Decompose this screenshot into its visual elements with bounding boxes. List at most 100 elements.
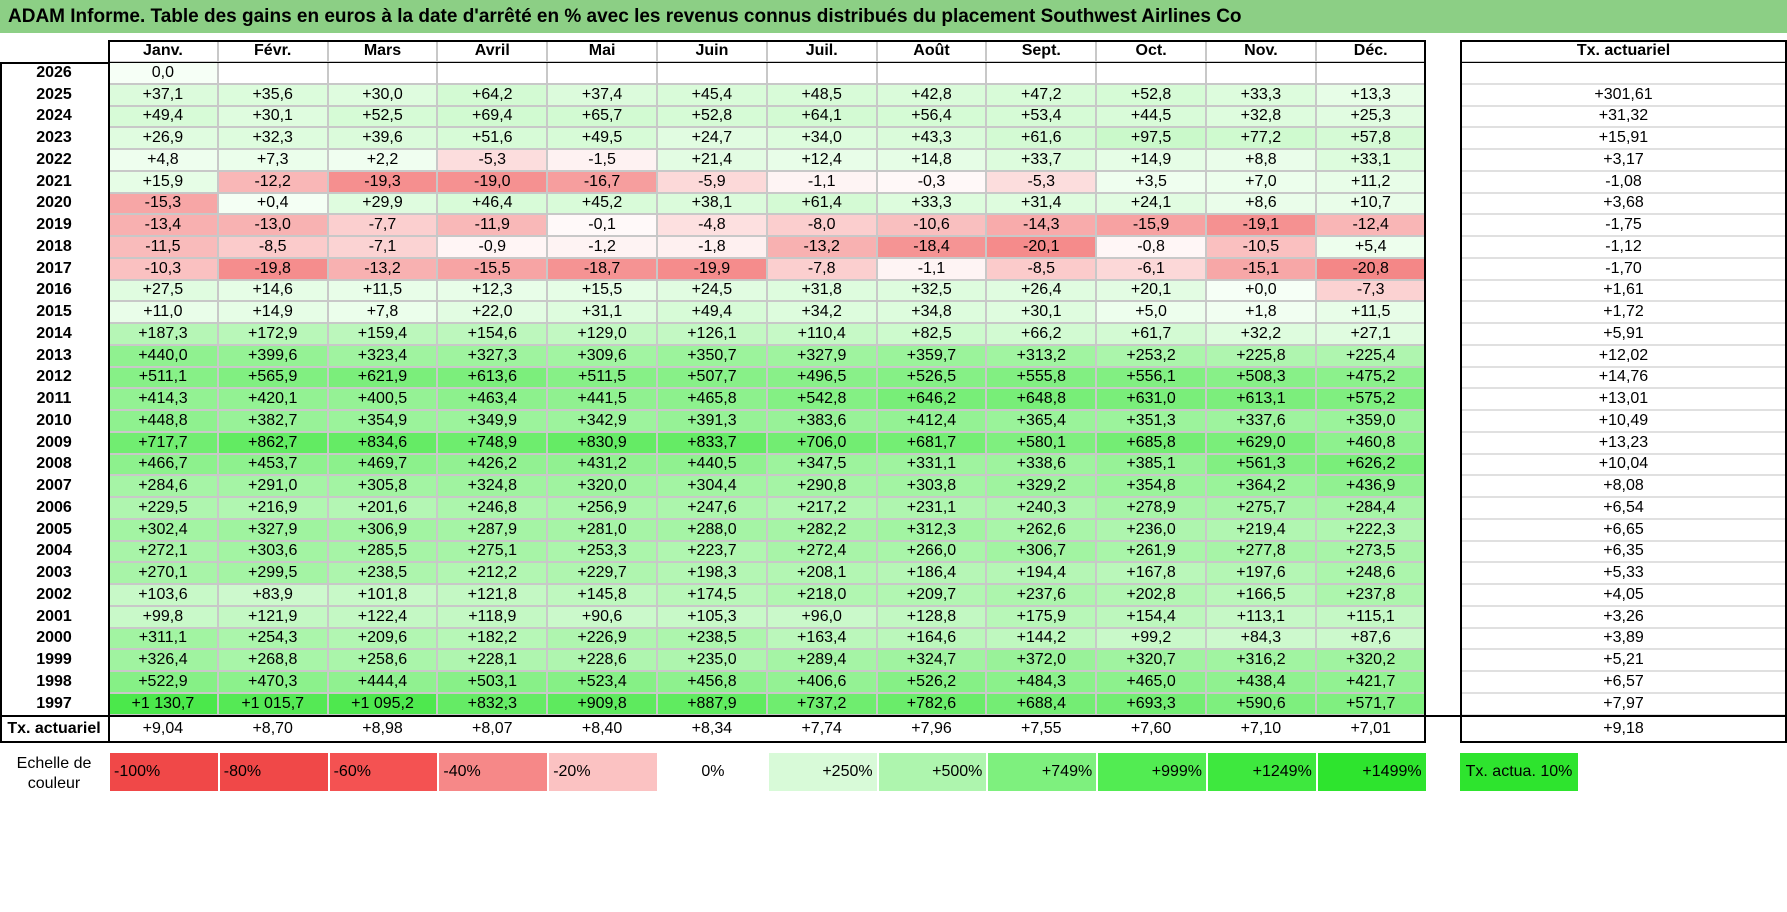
legend-swatch: -80% [219, 752, 328, 791]
gain-cell: +253,3 [547, 540, 657, 563]
gain-cell: +291,0 [217, 475, 328, 497]
gain-cell: +312,3 [876, 518, 987, 541]
gain-cell: +38,1 [657, 192, 767, 215]
gain-cell: +327,9 [217, 518, 328, 541]
rate-cell: +10,04 [1460, 453, 1787, 476]
gain-cell: +128,8 [876, 605, 987, 628]
gain-cell: +226,9 [547, 627, 657, 650]
gain-cell: +681,7 [876, 431, 987, 454]
gain-cell: +172,9 [217, 323, 328, 345]
gain-cell: +82,5 [876, 323, 987, 345]
gain-cell: +281,0 [547, 518, 657, 541]
gain-cell: +14,9 [1096, 149, 1206, 171]
gain-cell: +320,0 [547, 475, 657, 497]
page-title: ADAM Informe. Table des gains en euros à… [0, 0, 1787, 33]
rate-cell: +3,89 [1460, 627, 1787, 650]
gain-cell: +385,1 [1096, 453, 1206, 476]
gain-cell: +34,0 [766, 127, 877, 149]
gain-cell: +87,6 [1315, 627, 1426, 650]
gain-cell: -0,1 [547, 214, 657, 236]
month-header: Nov. [1206, 40, 1316, 62]
gain-cell: +311,1 [108, 627, 218, 650]
gain-cell: +421,7 [1315, 671, 1426, 693]
gain-cell: +284,4 [1315, 497, 1426, 519]
year-label: 2009 [36, 433, 72, 451]
year-label: 2012 [36, 368, 72, 386]
gain-cell: -0,8 [1096, 236, 1206, 258]
gain-cell: +83,9 [217, 584, 328, 606]
gain-cell: +444,4 [327, 671, 438, 693]
gain-cell: -20,8 [1315, 257, 1426, 280]
footer-rate-cell: +7,96 [911, 719, 952, 737]
gain-cell: +66,2 [986, 323, 1097, 345]
gain-cell: +342,9 [547, 410, 657, 432]
gain-cell: +44,5 [1096, 105, 1206, 128]
gain-cell: +32,3 [217, 127, 328, 149]
year-label: 2023 [36, 129, 72, 147]
gain-cell: +438,4 [1206, 671, 1316, 693]
legend-swatch: +749% [988, 752, 1097, 791]
gain-cell: +33,1 [1315, 149, 1426, 171]
gain-cell: -4,8 [657, 214, 767, 236]
gain-cell: +121,8 [437, 584, 548, 606]
rate-cell: +4,05 [1460, 584, 1787, 606]
gain-cell: +484,3 [986, 671, 1097, 693]
gain-cell: +246,8 [437, 497, 548, 519]
gain-cell: +42,8 [876, 83, 987, 106]
gain-cell: +441,5 [547, 388, 657, 410]
gain-cell: +11,5 [1315, 301, 1426, 323]
year-label: 2019 [36, 216, 72, 234]
rate-cell: +5,33 [1460, 562, 1787, 584]
gain-cell: +302,4 [108, 518, 218, 541]
gain-cell: +327,9 [766, 344, 877, 367]
gain-cell: +284,6 [108, 475, 218, 497]
gain-cell: +565,9 [217, 366, 328, 389]
year-label: 2022 [36, 150, 72, 168]
gain-cell: +350,7 [657, 344, 767, 367]
gain-cell: +216,9 [217, 497, 328, 519]
gain-cell: +299,5 [217, 562, 328, 584]
gain-cell: +440,5 [657, 453, 767, 476]
gain-cell: +364,2 [1206, 475, 1316, 497]
gain-cell: +198,3 [657, 562, 767, 584]
gain-cell: +580,1 [986, 431, 1097, 454]
gain-cell: +218,0 [766, 584, 877, 606]
gain-cell: +693,3 [1096, 692, 1206, 715]
gain-cell: -10,6 [876, 214, 987, 236]
year-label: 2024 [36, 107, 72, 125]
gain-cell: -11,9 [437, 214, 548, 236]
rate-cell: +3,17 [1460, 149, 1787, 171]
legend-swatch: +999% [1098, 752, 1206, 791]
gain-cell: +14,8 [876, 149, 987, 171]
gain-cell: +29,9 [327, 192, 438, 215]
gain-cell: -0,3 [876, 170, 987, 193]
gain-cell: -19,8 [217, 257, 328, 280]
gain-cell: -13,0 [217, 214, 328, 236]
gain-cell: +32,2 [1206, 323, 1316, 345]
gain-cell [327, 62, 438, 84]
year-label: 2006 [36, 498, 72, 516]
gain-cell: -12,2 [217, 170, 328, 193]
month-header: Avril [437, 40, 548, 62]
gain-cell: +631,0 [1096, 388, 1206, 410]
rate-cell: +5,21 [1460, 649, 1787, 671]
gain-cell: +30,0 [327, 83, 438, 106]
gain-cell: +231,1 [876, 497, 987, 519]
gain-cell: +238,5 [327, 562, 438, 584]
gain-cell: +313,2 [986, 344, 1097, 367]
gain-cell: +175,9 [986, 605, 1097, 628]
rate-cell: +7,97 [1460, 692, 1787, 715]
gain-cell: -8,5 [217, 236, 328, 258]
gain-cell: -1,5 [547, 149, 657, 171]
gain-cell: -7,7 [327, 214, 438, 236]
gain-cell: +270,1 [108, 562, 218, 584]
gain-cell: +648,8 [986, 388, 1097, 410]
gain-cell: -18,7 [547, 257, 657, 280]
gain-cell: +511,1 [108, 366, 218, 389]
gain-cell: +448,8 [108, 410, 218, 432]
footer-rate-cell: +7,74 [801, 719, 842, 737]
gain-cell: +426,2 [437, 453, 548, 476]
gain-cell: +194,4 [986, 562, 1097, 584]
gain-cell: +47,2 [986, 83, 1097, 106]
gain-cell: +25,3 [1315, 105, 1426, 128]
